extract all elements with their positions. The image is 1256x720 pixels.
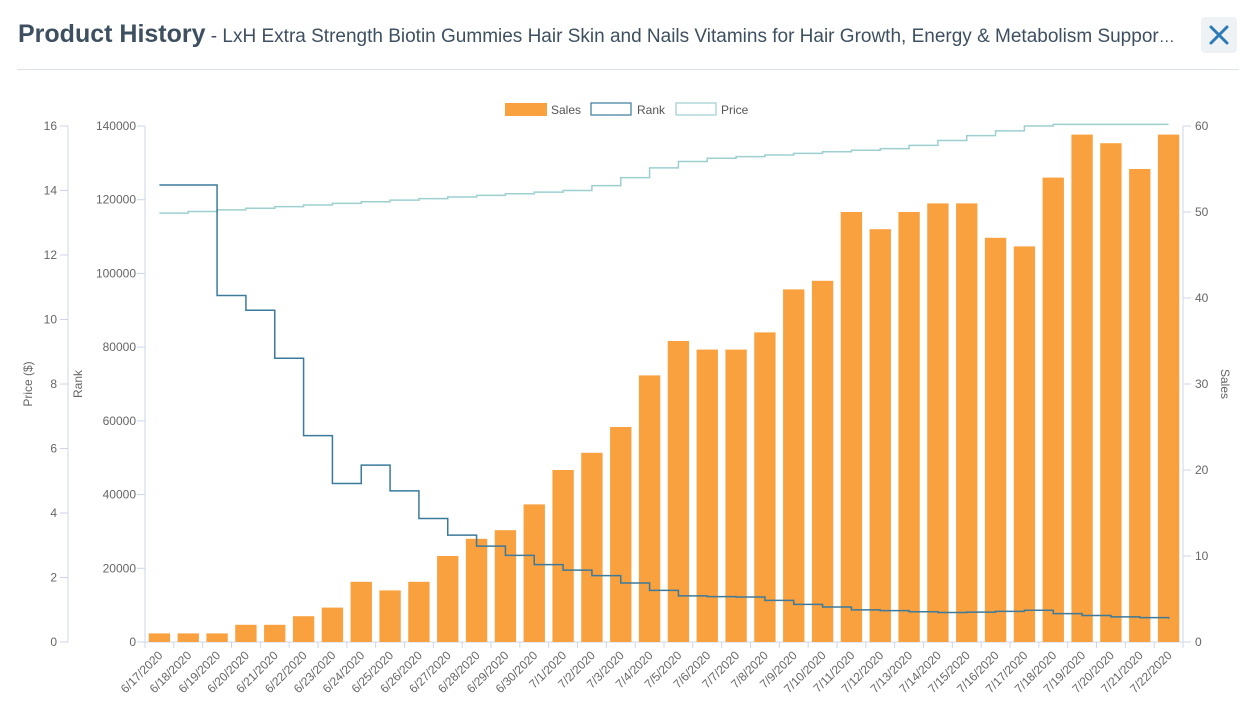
header-divider <box>17 69 1239 70</box>
sales-tick-label: 30 <box>1195 377 1209 391</box>
price-tick-label: 2 <box>50 571 57 585</box>
sales-bar[interactable] <box>783 289 805 642</box>
sales-bar[interactable] <box>869 229 891 642</box>
price-tick-label: 12 <box>44 248 58 262</box>
rank-tick-label: 60000 <box>103 414 137 428</box>
sales-bar[interactable] <box>696 349 718 642</box>
rank-tick-label: 0 <box>129 635 136 649</box>
price-tick-label: 4 <box>50 506 57 520</box>
legend-rank-swatch[interactable] <box>590 102 632 116</box>
sales-bar[interactable] <box>350 581 372 642</box>
sales-bar[interactable] <box>1100 143 1122 642</box>
sales-bar[interactable] <box>235 624 257 642</box>
title-bar: Product History - LxH Extra Strength Bio… <box>18 20 1178 49</box>
sales-bar[interactable] <box>321 607 344 642</box>
sales-bar[interactable] <box>927 203 949 642</box>
sales-bar[interactable] <box>956 203 978 642</box>
sales-bar[interactable] <box>206 633 228 642</box>
sales-tick-label: 0 <box>1195 635 1202 649</box>
sales-tick-label: 20 <box>1195 463 1209 477</box>
sales-bar[interactable] <box>552 470 574 642</box>
sales-bar[interactable] <box>1071 134 1093 642</box>
rank-tick-label: 20000 <box>103 561 137 575</box>
sales-bar[interactable] <box>1013 246 1036 642</box>
sales-bar[interactable] <box>148 633 171 642</box>
title-separator: - <box>205 26 223 47</box>
close-button[interactable] <box>1201 17 1237 53</box>
price-line[interactable] <box>159 123 1169 214</box>
price-tick-label: 0 <box>50 635 57 649</box>
sales-bar[interactable] <box>667 341 690 642</box>
sales-bar[interactable] <box>408 581 430 642</box>
price-tick-label: 8 <box>50 377 57 391</box>
sales-bar[interactable] <box>610 427 632 642</box>
rank-axis-title: Rank <box>71 369 85 398</box>
sales-bar[interactable] <box>581 452 603 642</box>
legend-price-swatch[interactable] <box>675 102 717 116</box>
legend-sales-label: Sales <box>551 103 581 117</box>
rank-tick-label: 80000 <box>103 340 137 354</box>
rank-tick-label: 100000 <box>96 266 136 280</box>
sales-bar[interactable] <box>1042 177 1064 642</box>
price-tick-label: 6 <box>50 442 57 456</box>
rank-tick-label: 140000 <box>96 119 136 133</box>
sales-bar[interactable] <box>264 624 286 642</box>
legend-price-label: Price <box>721 103 749 117</box>
sales-tick-label: 10 <box>1195 549 1209 563</box>
sales-bar[interactable] <box>437 556 459 642</box>
sales-bar[interactable] <box>811 280 834 642</box>
product-history-chart: 0 2 4 6 8 10 12 14 16 0 20000 40000 60000 80000 100000… <box>21 102 1232 696</box>
rank-tick-label: 40000 <box>103 488 137 502</box>
sales-axis-title: Sales <box>1218 369 1232 399</box>
sales-bar[interactable] <box>292 616 315 642</box>
legend-rank-label: Rank <box>637 103 666 117</box>
sales-bar[interactable] <box>465 538 488 642</box>
sales-bar[interactable] <box>1129 169 1151 642</box>
sales-tick-label: 60 <box>1195 119 1209 133</box>
product-name: LxH Extra Strength Biotin Gummies Hair S… <box>222 26 1178 47</box>
sales-bar[interactable] <box>984 237 1007 643</box>
sales-bar[interactable] <box>523 504 545 642</box>
price-axis-title: Price ($) <box>21 361 35 406</box>
sales-bar[interactable] <box>840 212 863 642</box>
rank-tick-label: 120000 <box>96 193 136 207</box>
sales-bar[interactable] <box>379 590 401 642</box>
sales-bar[interactable] <box>1157 134 1180 642</box>
sales-bar[interactable] <box>898 212 920 642</box>
sales-bar[interactable] <box>638 375 661 642</box>
price-tick-label: 10 <box>44 313 58 327</box>
page-title: Product History <box>18 20 206 48</box>
sales-tick-label: 50 <box>1195 205 1209 219</box>
price-tick-label: 16 <box>44 119 58 133</box>
close-icon <box>1209 25 1229 45</box>
sales-bar[interactable] <box>177 633 199 642</box>
price-tick-label: 14 <box>44 184 58 198</box>
legend-sales-swatch[interactable] <box>505 103 547 116</box>
sales-bar[interactable] <box>725 349 747 642</box>
sales-tick-label: 40 <box>1195 291 1209 305</box>
sales-bar[interactable] <box>754 332 776 642</box>
rank-line[interactable] <box>159 184 1170 619</box>
sales-bar[interactable] <box>494 530 517 642</box>
header: Product History - LxH Extra Strength Bio… <box>0 0 1256 70</box>
